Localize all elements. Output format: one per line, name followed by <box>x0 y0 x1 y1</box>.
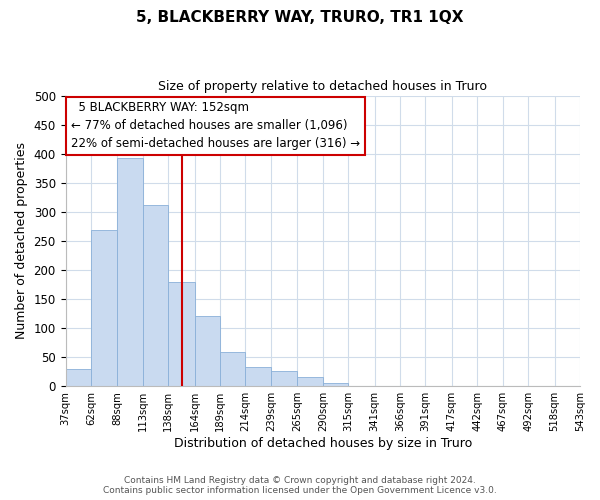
Bar <box>220 352 245 386</box>
Text: 5, BLACKBERRY WAY, TRURO, TR1 1QX: 5, BLACKBERRY WAY, TRURO, TR1 1QX <box>136 10 464 25</box>
Bar <box>194 316 220 386</box>
Bar <box>65 369 91 386</box>
Bar <box>323 382 348 386</box>
Text: Contains HM Land Registry data © Crown copyright and database right 2024.
Contai: Contains HM Land Registry data © Crown c… <box>103 476 497 495</box>
Bar <box>143 206 168 386</box>
X-axis label: Distribution of detached houses by size in Truro: Distribution of detached houses by size … <box>173 437 472 450</box>
Bar <box>91 230 118 386</box>
Bar <box>298 378 323 386</box>
Y-axis label: Number of detached properties: Number of detached properties <box>15 142 28 340</box>
Text: 5 BLACKBERRY WAY: 152sqm
← 77% of detached houses are smaller (1,096)
22% of sem: 5 BLACKBERRY WAY: 152sqm ← 77% of detach… <box>71 102 360 150</box>
Bar <box>118 158 143 386</box>
Bar <box>271 371 298 386</box>
Title: Size of property relative to detached houses in Truro: Size of property relative to detached ho… <box>158 80 487 93</box>
Bar <box>168 282 194 386</box>
Bar <box>245 367 271 386</box>
